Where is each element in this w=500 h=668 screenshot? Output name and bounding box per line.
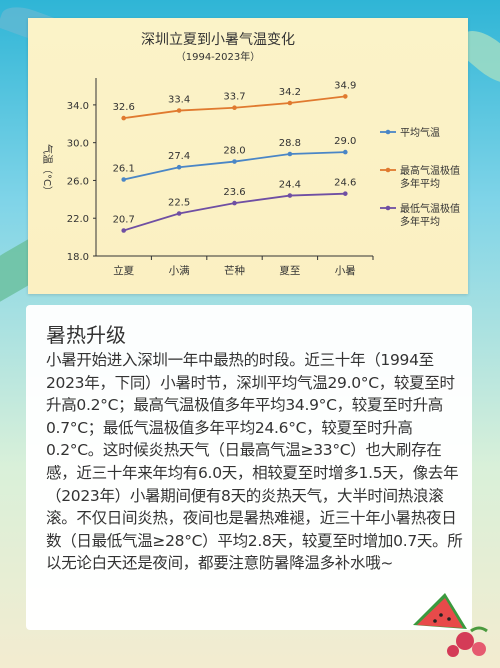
x-tick-label: 夏至: [279, 265, 300, 277]
x-tick-label: 立夏: [113, 264, 134, 277]
article-body: 小暑开始进入深圳一年中最热的时段。近三十年（1994至2023年，下同）小暑时节…: [46, 351, 463, 573]
data-label: 34.9: [334, 80, 356, 91]
data-point: [176, 211, 182, 216]
y-tick-label: 34.0: [67, 101, 89, 112]
article-title: 暑热升级: [46, 323, 126, 347]
data-label: 27.4: [168, 151, 190, 162]
legend-marker: [385, 167, 391, 173]
article-card: 暑热升级 小暑开始进入深圳一年中最热的时段。近三十年（1994至2023年，下同…: [26, 305, 472, 630]
legend-marker: [385, 129, 391, 135]
chart-title: 深圳立夏到小暑气温变化: [141, 32, 295, 48]
plot-area: 34.0 30.0 26.0 22.0 18.0 立夏 小满 芒种 夏至 小暑 26.1 27.4 28…: [67, 78, 374, 277]
x-tick-label: 小暑: [335, 265, 356, 277]
data-point: [232, 159, 237, 164]
data-point: [343, 94, 348, 99]
data-label: 28.0: [223, 146, 245, 157]
data-point: [176, 164, 182, 170]
y-tick-label: 26.0: [67, 176, 89, 187]
data-point: [287, 100, 293, 106]
x-tick-label: 芒种: [224, 264, 245, 277]
data-label: 32.6: [113, 102, 135, 113]
x-tick-label: 小满: [169, 265, 190, 277]
data-point: [232, 200, 237, 206]
data-label: 34.2: [279, 87, 301, 98]
data-point: [121, 177, 126, 182]
legend-label: 多年平均: [400, 215, 440, 228]
data-label: 24.6: [334, 178, 356, 189]
y-tick-label: 18.0: [67, 252, 89, 263]
data-label: 29.0: [334, 136, 356, 147]
legend-label: 平均气温: [400, 126, 440, 139]
chart-subtitle: （1994-2023年）: [176, 50, 261, 63]
data-point: [176, 108, 182, 113]
data-label: 33.4: [168, 95, 190, 106]
legend-label: 最高气温极值: [400, 164, 460, 177]
y-tick-label: 30.0: [67, 139, 89, 150]
data-point: [287, 193, 293, 198]
temperature-line-chart: 深圳立夏到小暑气温变化 （1994-2023年） 气温（°C） 34.0 30.0…: [41, 32, 460, 277]
data-label: 26.1: [113, 164, 135, 175]
data-label: 33.7: [223, 92, 245, 103]
data-point: [343, 149, 348, 155]
y-tick-label: 22.0: [67, 214, 89, 225]
data-label: 23.6: [223, 187, 245, 198]
legend-label: 最低气温极值: [400, 202, 460, 215]
data-point: [343, 191, 348, 196]
data-label: 20.7: [113, 215, 135, 226]
data-point: [287, 151, 293, 157]
series-line: [123, 192, 346, 232]
data-label: 22.5: [168, 198, 190, 209]
watermelon-illustration: [413, 593, 488, 657]
data-label: 28.8: [279, 138, 301, 149]
y-axis-label: 气温（°C）: [41, 144, 54, 196]
data-label: 24.4: [279, 180, 301, 191]
legend-marker: [385, 205, 391, 211]
data-point: [121, 115, 126, 121]
chart-card: 深圳立夏到小暑气温变化 （1994-2023年） 气温（°C） 34.0 30.0…: [28, 18, 468, 294]
legend-label: 多年平均: [400, 177, 440, 190]
data-point: [121, 228, 126, 233]
data-point: [232, 105, 237, 111]
